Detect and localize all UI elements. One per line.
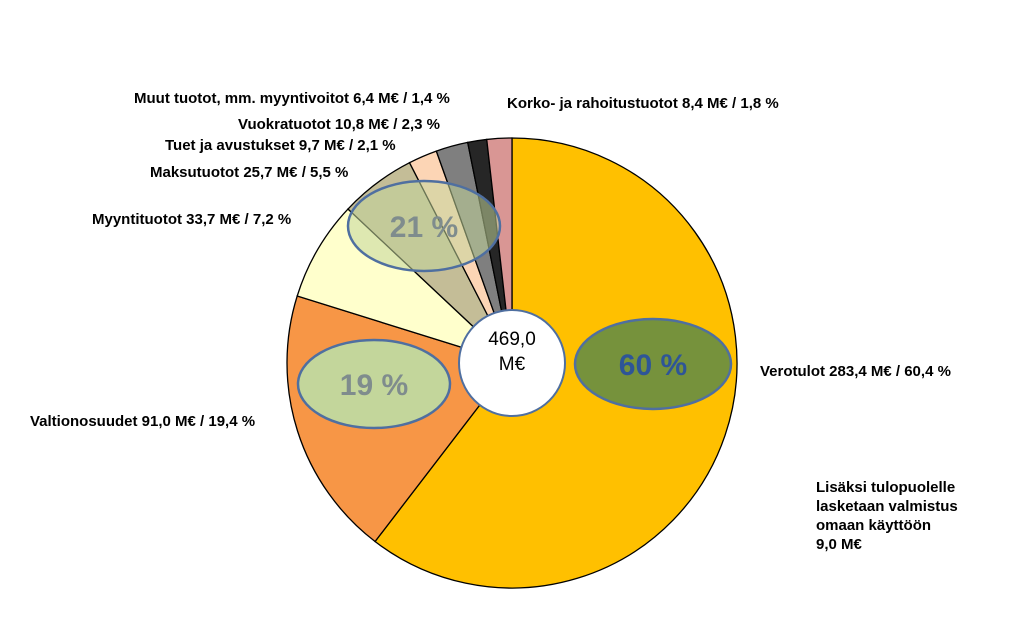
- group-percent-label: 60 %: [619, 349, 687, 382]
- slice-label: Valtionosuudet 91,0 M€ / 19,4 %: [30, 413, 255, 430]
- note-line: Lisäksi tulopuolelle: [816, 479, 956, 496]
- pie-slice: [486, 137, 513, 364]
- slice-label: Vuokratuotot 10,8 M€ / 2,3 %: [238, 116, 440, 133]
- self-use-note: Lisäksi tulopuolelle lasketaan valmistus…: [816, 478, 1016, 554]
- note-line: 9,0 M€: [816, 536, 862, 553]
- group-oval: [296, 338, 452, 430]
- note-line: lasketaan valmistus: [816, 498, 958, 515]
- slice-label: Verotulot 283,4 M€ / 60,4 %: [760, 363, 951, 380]
- group-oval: [573, 317, 733, 411]
- note-line: omaan käyttöön: [816, 517, 932, 534]
- slice-label: Myyntituotot 33,7 M€ / 7,2 %: [92, 211, 291, 228]
- center-total-line2: M€: [499, 354, 526, 375]
- slice-label: Tuet ja avustukset 9,7 M€ / 2,1 %: [165, 137, 396, 154]
- center-total-line1: 469,0: [488, 329, 536, 350]
- group-ovals: 60 % 19 % 21 %: [296, 179, 733, 430]
- slice-labels: Verotulot 283,4 M€ / 60,4 % Valtionosuude…: [30, 90, 951, 430]
- group-percent-label: 21 %: [390, 211, 458, 244]
- center-hole: 469,0 M€: [458, 309, 566, 417]
- slice-label: Muut tuotot, mm. myyntivoitot 6,4 M€ / 1…: [134, 90, 450, 107]
- slice-label: Maksutuotot 25,7 M€ / 5,5 %: [150, 164, 348, 181]
- pie-slice: [296, 208, 513, 364]
- group-percent-label: 19 %: [340, 369, 408, 402]
- slice-label: Korko- ja rahoitustuotot 8,4 M€ / 1,8 %: [507, 95, 779, 112]
- group-oval: [346, 179, 502, 273]
